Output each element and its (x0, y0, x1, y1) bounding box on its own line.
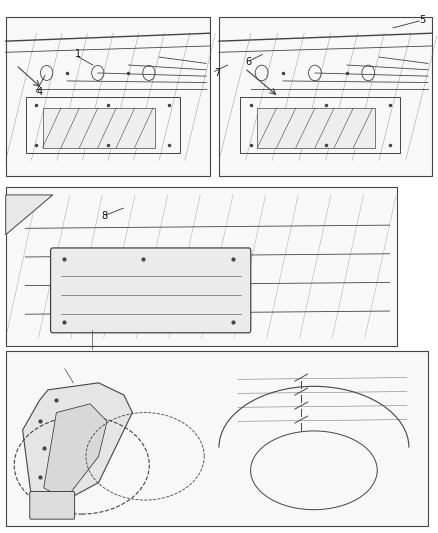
FancyBboxPatch shape (219, 17, 432, 176)
Text: 7: 7 (215, 68, 221, 78)
Text: 4: 4 (36, 86, 42, 96)
Text: 8: 8 (102, 211, 108, 221)
FancyBboxPatch shape (6, 187, 397, 346)
FancyBboxPatch shape (6, 351, 428, 526)
Text: 6: 6 (245, 58, 251, 67)
Polygon shape (6, 195, 53, 235)
FancyBboxPatch shape (50, 248, 251, 333)
Polygon shape (23, 383, 132, 505)
Text: 1: 1 (75, 50, 81, 59)
Bar (26, 97, 180, 152)
Bar (258, 108, 374, 148)
Bar (42, 108, 155, 148)
Bar (240, 97, 400, 152)
FancyBboxPatch shape (6, 17, 210, 176)
Polygon shape (44, 404, 107, 500)
FancyBboxPatch shape (30, 491, 74, 519)
Text: 5: 5 (419, 15, 425, 25)
